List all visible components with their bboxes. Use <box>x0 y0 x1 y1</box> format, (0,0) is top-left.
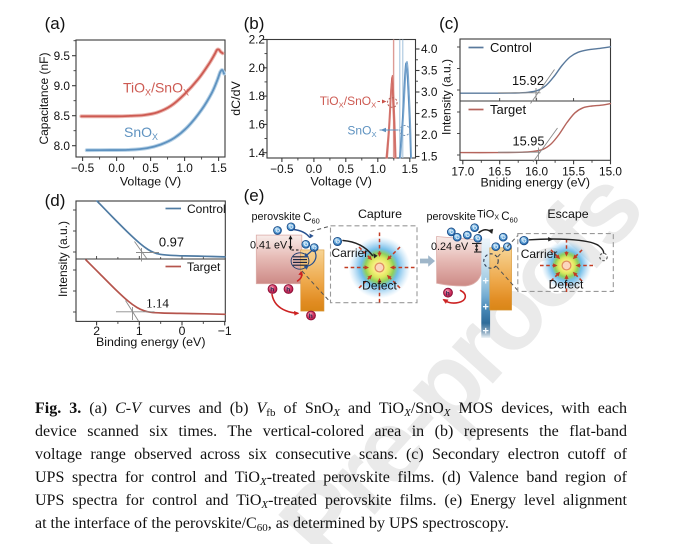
svg-text:1.5: 1.5 <box>210 161 227 175</box>
svg-text:1: 1 <box>136 324 143 338</box>
svg-text:Target: Target <box>187 260 221 274</box>
svg-text:−1: −1 <box>218 324 232 338</box>
svg-text:+: + <box>482 302 488 314</box>
svg-text:15.0: 15.0 <box>599 164 622 178</box>
svg-text:perovskite: perovskite <box>252 211 301 223</box>
svg-text:17.0: 17.0 <box>451 164 474 178</box>
svg-text:C60: C60 <box>501 211 518 224</box>
svg-text:−0.5: −0.5 <box>71 161 95 175</box>
svg-text:Defect: Defect <box>549 278 584 292</box>
svg-text:9.5: 9.5 <box>54 49 71 63</box>
svg-text:16.0: 16.0 <box>525 164 548 178</box>
svg-text:(e): (e) <box>244 186 265 205</box>
svg-text:perovskite: perovskite <box>427 211 476 223</box>
svg-text:0.24 eV: 0.24 eV <box>431 241 469 253</box>
svg-text:Control: Control <box>490 40 532 55</box>
svg-text:1.8: 1.8 <box>249 89 266 103</box>
svg-text:(d): (d) <box>45 191 66 210</box>
svg-text:0.0: 0.0 <box>108 161 125 175</box>
svg-text:TiOX: TiOX <box>477 209 499 222</box>
svg-text:SnOX: SnOX <box>347 124 376 139</box>
svg-text:Carrier: Carrier <box>332 246 369 260</box>
svg-text:−0.5: −0.5 <box>270 162 294 176</box>
svg-text:(c): (c) <box>439 14 459 33</box>
svg-text:Target: Target <box>490 102 527 117</box>
svg-text:Intensity (a.u.): Intensity (a.u.) <box>56 221 70 297</box>
svg-text:0.5: 0.5 <box>338 162 355 176</box>
svg-text:Carrier: Carrier <box>521 247 558 261</box>
svg-text:2.2: 2.2 <box>249 33 265 47</box>
svg-text:Capture: Capture <box>358 207 402 221</box>
svg-text:9.0: 9.0 <box>54 79 71 93</box>
svg-text:2.5: 2.5 <box>421 107 438 121</box>
svg-text:(b): (b) <box>244 14 265 33</box>
svg-text:Binding energy (eV): Binding energy (eV) <box>96 335 206 349</box>
svg-text:Control: Control <box>187 202 226 216</box>
svg-text:0: 0 <box>179 324 186 338</box>
svg-text:4.0: 4.0 <box>421 42 438 56</box>
svg-text:0.5: 0.5 <box>142 161 159 175</box>
svg-text:3.5: 3.5 <box>421 64 438 78</box>
svg-text:TiOX/SnOX: TiOX/SnOX <box>123 80 189 98</box>
svg-text:Voltage (V): Voltage (V) <box>120 175 181 189</box>
svg-text:2.0: 2.0 <box>421 128 438 142</box>
svg-text:8.0: 8.0 <box>54 139 71 153</box>
svg-text:1.0: 1.0 <box>176 161 193 175</box>
svg-text:Intensity (a.u.): Intensity (a.u.) <box>440 59 454 135</box>
svg-text:dC/dV: dC/dV <box>229 81 243 116</box>
svg-text:Defect: Defect <box>362 279 397 293</box>
svg-text:C60: C60 <box>303 212 320 225</box>
svg-text:h: h <box>309 313 313 320</box>
svg-text:h: h <box>286 287 290 294</box>
svg-text:TiOX/SnOX: TiOX/SnOX <box>320 94 377 109</box>
svg-text:0.0: 0.0 <box>306 162 323 176</box>
svg-text:Voltage (V): Voltage (V) <box>311 175 372 189</box>
svg-text:2: 2 <box>93 324 100 338</box>
svg-text:1.5: 1.5 <box>421 150 438 164</box>
svg-text:Escape: Escape <box>547 207 588 221</box>
svg-text:(a): (a) <box>45 14 66 33</box>
svg-text:0.41 eV: 0.41 eV <box>250 240 288 252</box>
svg-text:Capacitance (nF): Capacitance (nF) <box>37 52 51 144</box>
svg-text:+: + <box>482 276 488 288</box>
svg-text:1.0: 1.0 <box>370 162 387 176</box>
svg-text:15.92: 15.92 <box>512 73 544 88</box>
svg-text:8.5: 8.5 <box>54 109 71 123</box>
svg-text:1.4: 1.4 <box>249 146 266 160</box>
svg-text:h: h <box>270 287 274 294</box>
svg-text:1.14: 1.14 <box>146 296 169 311</box>
svg-text:3.0: 3.0 <box>421 85 438 99</box>
svg-text:+: + <box>482 326 488 338</box>
svg-text:1.6: 1.6 <box>249 118 266 132</box>
svg-text:15.95: 15.95 <box>512 134 544 149</box>
svg-text:15.5: 15.5 <box>562 164 585 178</box>
svg-text:Bniding energy (eV): Bniding energy (eV) <box>480 176 590 190</box>
svg-text:SnOX: SnOX <box>124 124 158 142</box>
svg-text:0.97: 0.97 <box>159 235 184 250</box>
svg-text:h: h <box>446 290 450 297</box>
svg-text:2.0: 2.0 <box>249 61 266 75</box>
svg-text:16.5: 16.5 <box>488 164 511 178</box>
svg-text:1.5: 1.5 <box>402 162 419 176</box>
